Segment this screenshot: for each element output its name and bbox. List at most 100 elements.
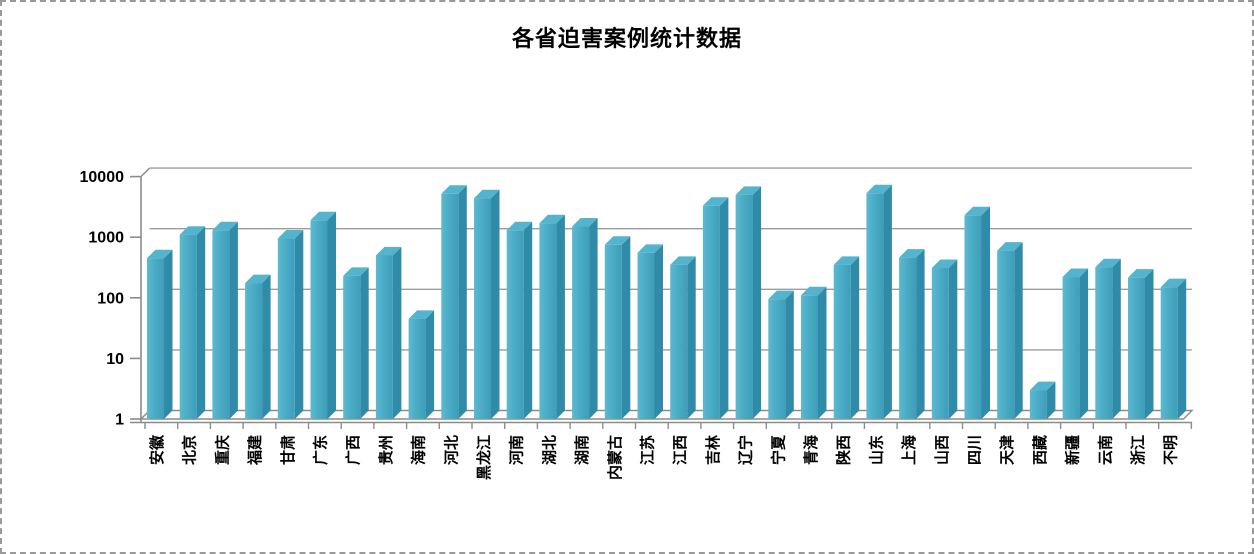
x-axis-label: 甘肃 — [279, 435, 297, 465]
bar-side-face — [392, 246, 402, 419]
bar-山西 — [931, 259, 958, 419]
bar-top-face — [310, 211, 336, 221]
bar-不明 — [1160, 278, 1187, 419]
x-axis-label: 西藏 — [1031, 435, 1049, 465]
bar-front-face — [147, 258, 164, 419]
bar-江西 — [670, 256, 696, 419]
bar-side-face — [1014, 242, 1023, 419]
bar-front-face — [408, 318, 426, 419]
x-axis-label: 吉林 — [704, 434, 722, 465]
bar-side-face — [850, 256, 860, 419]
x-axis-label: 河南 — [508, 435, 526, 465]
bar-front-face — [1128, 277, 1145, 419]
y-axis-label: 10 — [106, 351, 124, 368]
bar-side-face — [719, 197, 729, 419]
x-axis-label: 黑龙江 — [475, 435, 493, 480]
bar-front-face — [310, 220, 328, 419]
bar-吉林 — [702, 197, 729, 419]
bar-天津 — [997, 242, 1023, 419]
bar-side-face — [883, 184, 892, 419]
bar-top-face — [539, 214, 565, 224]
x-axis-label: 四川 — [967, 435, 984, 465]
bar-front-face — [245, 283, 263, 419]
bar-top-face — [343, 267, 369, 276]
bar-top-face — [997, 242, 1023, 251]
bar-黑龙江 — [474, 189, 500, 419]
bar-front-face — [375, 255, 393, 419]
x-axis-label: 云南 — [1096, 435, 1114, 465]
bar-top-face — [572, 218, 598, 227]
bar-贵州 — [375, 246, 402, 419]
bar-top-face — [702, 197, 729, 206]
bar-front-face — [441, 193, 459, 419]
bar-front-face — [768, 299, 786, 419]
bar-front-face — [997, 250, 1015, 419]
bar-side-face — [556, 214, 565, 419]
bar-front-face — [179, 234, 197, 419]
bar-front-face — [1160, 287, 1178, 419]
bar-浙江 — [1128, 269, 1154, 419]
bar-top-face — [768, 290, 794, 300]
bar-side-face — [621, 236, 631, 419]
bar-front-face — [506, 230, 524, 419]
x-axis-label: 陕西 — [835, 435, 853, 465]
bar-side-face — [752, 186, 762, 419]
bar-front-face — [277, 238, 295, 419]
bar-top-face — [179, 226, 206, 235]
bar-front-face — [474, 198, 491, 419]
x-axis-label: 新疆 — [1064, 435, 1082, 465]
bar-front-face — [702, 205, 720, 419]
bar-top-face — [801, 286, 827, 296]
bar-side-face — [164, 249, 173, 419]
bar-front-face — [801, 295, 818, 419]
bar-陕西 — [833, 256, 860, 419]
bar-青海 — [801, 286, 827, 419]
bar-side-face — [262, 274, 271, 419]
x-axis-label: 贵州 — [377, 435, 395, 465]
bar-side-face — [1079, 268, 1089, 419]
x-axis-label: 天津 — [998, 435, 1016, 465]
bar-front-face — [1029, 390, 1047, 419]
bar-side-face — [229, 221, 238, 419]
bar-front-face — [1062, 277, 1080, 419]
bar-top-face — [408, 310, 435, 319]
bar-top-face — [866, 184, 892, 194]
x-axis-label: 安徽 — [148, 434, 166, 465]
bar-上海 — [899, 249, 925, 419]
x-axis-label: 广西 — [344, 435, 362, 465]
bar-side-face — [1145, 269, 1154, 419]
bar-重庆 — [212, 221, 238, 419]
bar-front-face — [931, 268, 949, 419]
y-axis-label: 1 — [115, 412, 124, 429]
x-axis-label: 不明 — [1163, 435, 1180, 465]
bar-辽宁 — [735, 186, 762, 419]
bar-top-face — [735, 186, 762, 195]
wall-bevel — [140, 167, 151, 178]
bar-河南 — [506, 221, 533, 419]
bar-side-face — [196, 226, 206, 419]
bar-四川 — [964, 206, 990, 419]
bar-front-face — [833, 264, 851, 419]
x-axis-label: 北京 — [181, 435, 199, 465]
bar-top-face — [277, 230, 304, 239]
bar-front-face — [572, 226, 590, 419]
bar-top-face — [964, 206, 990, 216]
x-axis-label: 湖北 — [541, 435, 558, 465]
bar-side-face — [327, 211, 336, 419]
x-axis-label: 内蒙古 — [606, 435, 624, 480]
bar-side-face — [523, 221, 533, 419]
x-axis-label: 湖南 — [573, 435, 591, 465]
bar-side-face — [491, 189, 500, 419]
bar-top-face — [604, 236, 631, 245]
bar-广东 — [310, 211, 336, 419]
bar-北京 — [179, 226, 206, 419]
bar-福建 — [245, 274, 271, 419]
x-axis-label: 辽宁 — [737, 435, 755, 465]
bar-side-face — [948, 259, 958, 419]
bar-front-face — [1095, 267, 1113, 419]
bar-side-face — [687, 256, 696, 419]
bar-top-face — [506, 221, 533, 231]
x-axis-label: 山西 — [934, 435, 951, 465]
bar-海南 — [408, 310, 435, 419]
